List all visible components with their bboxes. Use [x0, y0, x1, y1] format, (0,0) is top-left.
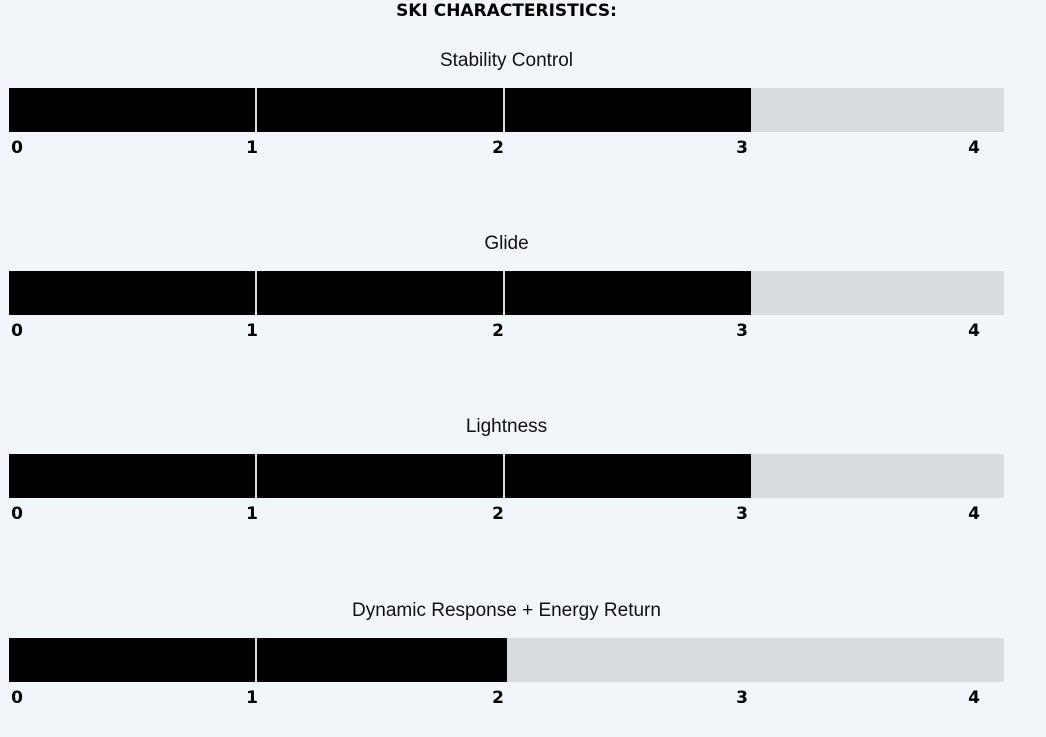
rating-segment	[505, 88, 751, 132]
tick-label: 1	[246, 321, 258, 341]
metric-title: Lightness	[465, 416, 548, 437]
tick-label: 1	[246, 138, 258, 158]
tick-label: 2	[492, 321, 504, 341]
rating-segment	[257, 88, 503, 132]
tick-label: 3	[736, 321, 748, 341]
tick-label: 1	[246, 688, 258, 708]
rating-segment	[505, 454, 751, 498]
metric-title: Dynamic Response + Energy Return	[352, 600, 661, 621]
metric-title: Stability Control	[439, 50, 574, 71]
tick-label: 2	[492, 138, 504, 158]
rating-segment	[257, 271, 503, 315]
tick-label: 2	[492, 688, 504, 708]
metric-2: Lightness 0 1 2 3 4	[0, 416, 1046, 546]
rating-track	[9, 638, 1004, 682]
tick-label: 1	[246, 504, 258, 524]
tick-label: 2	[492, 504, 504, 524]
rating-segment	[257, 638, 507, 682]
tick-label: 0	[11, 688, 23, 708]
tick-label: 0	[11, 138, 23, 158]
tick-label: 4	[968, 321, 980, 341]
section-heading: SKI CHARACTERISTICS:	[396, 1, 617, 21]
tick-label: 0	[11, 321, 23, 341]
rating-segment	[9, 271, 255, 315]
metric-3: Dynamic Response + Energy Return 0 1 2 3 4	[0, 600, 1046, 730]
metric-1: Glide 0 1 2 3 4	[0, 233, 1046, 363]
rating-segment	[9, 88, 255, 132]
rating-segment	[9, 638, 255, 682]
tick-label: 4	[968, 504, 980, 524]
metric-0: Stability Control 0 1 2 3 4	[0, 50, 1046, 180]
tick-label: 3	[736, 138, 748, 158]
rating-track	[9, 88, 1004, 132]
rating-segment	[257, 454, 503, 498]
tick-label: 4	[968, 138, 980, 158]
rating-track	[9, 454, 1004, 498]
tick-label: 3	[736, 504, 748, 524]
rating-segment	[9, 454, 255, 498]
rating-track	[9, 271, 1004, 315]
tick-label: 4	[968, 688, 980, 708]
tick-label: 3	[736, 688, 748, 708]
metric-title: Glide	[484, 233, 529, 254]
rating-segment	[505, 271, 751, 315]
tick-label: 0	[11, 504, 23, 524]
